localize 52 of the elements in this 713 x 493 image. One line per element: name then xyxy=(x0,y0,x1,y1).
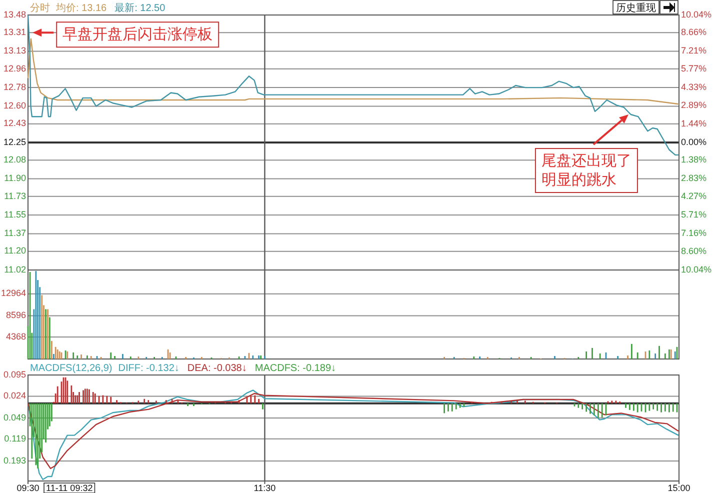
y-tick-label: 13.13 xyxy=(3,46,26,56)
y2-tick-label: 4.27% xyxy=(681,191,707,202)
legend-title: MACDFS(12,26,9) xyxy=(30,363,112,374)
y-tick-label: 12.08 xyxy=(3,154,26,164)
y-tick-label: 12.60 xyxy=(3,100,26,111)
y-tick-label: 13.31 xyxy=(3,26,26,37)
text: 最新: 12.50 xyxy=(114,2,166,14)
y2-tick-label: 7.16% xyxy=(681,228,707,238)
y2-tick-label: 2.89% xyxy=(681,100,707,110)
text: DEA: -0.038↓ xyxy=(187,363,247,374)
text: 历史重现 xyxy=(616,2,656,14)
y-tick-label: 0.193 xyxy=(3,455,26,466)
y-tick-label: 8596 xyxy=(6,310,26,320)
text: DIFF: -0.132↓ xyxy=(118,363,180,374)
y2-tick-label: 1.44% xyxy=(681,118,707,129)
annotation: 早盘开盘后闪击涨停板 xyxy=(62,26,213,44)
y-tick-label: 0.119 xyxy=(4,433,26,444)
y2-tick-label: 0.00% xyxy=(681,136,707,147)
y-tick-label: 12964 xyxy=(0,288,26,298)
y-tick-label: 11.73 xyxy=(4,190,26,201)
y-tick-label: 12.78 xyxy=(3,82,26,92)
y-tick-label: 11.20 xyxy=(4,246,26,256)
y-tick-label: 13.48 xyxy=(3,9,26,20)
y2-tick-label: 7.21% xyxy=(681,45,707,56)
y-tick-label: 11.02 xyxy=(4,264,26,274)
y-tick-label: 12.96 xyxy=(3,63,26,74)
x-tick-label: 15:00 xyxy=(668,483,690,493)
y-tick-label: 11.90 xyxy=(4,173,26,184)
text: MACDFS: -0.189↓ xyxy=(254,363,336,374)
y-tick-label: 11.55 xyxy=(4,209,26,220)
y-tick-label: 11.37 xyxy=(4,228,26,238)
text: 11-11 09:32 xyxy=(46,483,93,493)
x-tick-label: 09:30 xyxy=(16,483,40,493)
annotation: 尾盘还出现了明显的跳水 xyxy=(541,152,632,189)
y2-tick-label: 8.66% xyxy=(681,26,707,37)
y2-tick-label: 2.83% xyxy=(681,172,707,183)
y2-tick-label: 10.04% xyxy=(681,264,712,274)
y-tick-label: 4368 xyxy=(6,331,26,342)
y2-tick-label: 4.33% xyxy=(681,82,707,92)
y-tick-label: 0.095 xyxy=(3,369,26,380)
y2-tick-label: 8.60% xyxy=(681,246,707,256)
y-tick-label: 0.024 xyxy=(3,390,26,401)
x-tick-label: 11:30 xyxy=(254,483,276,493)
y2-tick-label: 5.77% xyxy=(681,64,707,74)
y2-tick-label: 1.38% xyxy=(681,154,707,164)
y2-tick-label: 5.71% xyxy=(681,209,707,220)
y2-tick-label: 10.04% xyxy=(681,9,712,20)
y-tick-label: 12.43 xyxy=(3,118,26,128)
y-tick-label: 0.049 xyxy=(3,412,26,422)
text: 均价: 13.16 xyxy=(55,2,108,14)
chart-title: 分时 xyxy=(30,2,50,14)
y-tick-label: 12.25 xyxy=(3,136,26,147)
